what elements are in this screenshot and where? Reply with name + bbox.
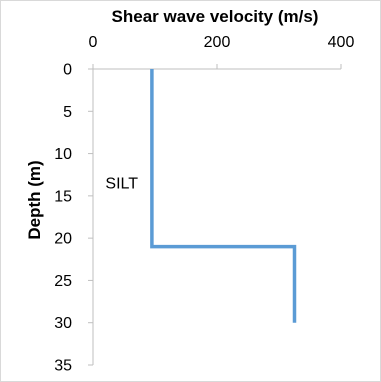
velocity-profile-line xyxy=(152,69,295,323)
x-axis-title: Shear wave velocity (m/s) xyxy=(112,7,319,26)
y-tick-label: 35 xyxy=(54,358,72,375)
layer-label: SILT xyxy=(105,176,138,193)
x-tick-label: 0 xyxy=(89,34,98,51)
annotations: SILT xyxy=(105,176,138,193)
x-tick-label: 200 xyxy=(204,34,231,51)
x-tick-label: 400 xyxy=(328,34,355,51)
y-tick-label: 25 xyxy=(54,273,72,290)
y-tick-label: 15 xyxy=(54,188,72,205)
axes: 0 200 400 0 5 10 15 20 25 30 35 xyxy=(54,34,354,375)
y-tick-label: 0 xyxy=(63,62,72,79)
y-tick-label: 30 xyxy=(54,315,72,332)
y-tick-label: 5 xyxy=(63,104,72,121)
y-tick-label: 10 xyxy=(54,146,72,163)
y-axis-title: Depth (m) xyxy=(25,160,44,239)
plot-area xyxy=(152,69,295,323)
y-tick-label: 20 xyxy=(54,231,72,248)
